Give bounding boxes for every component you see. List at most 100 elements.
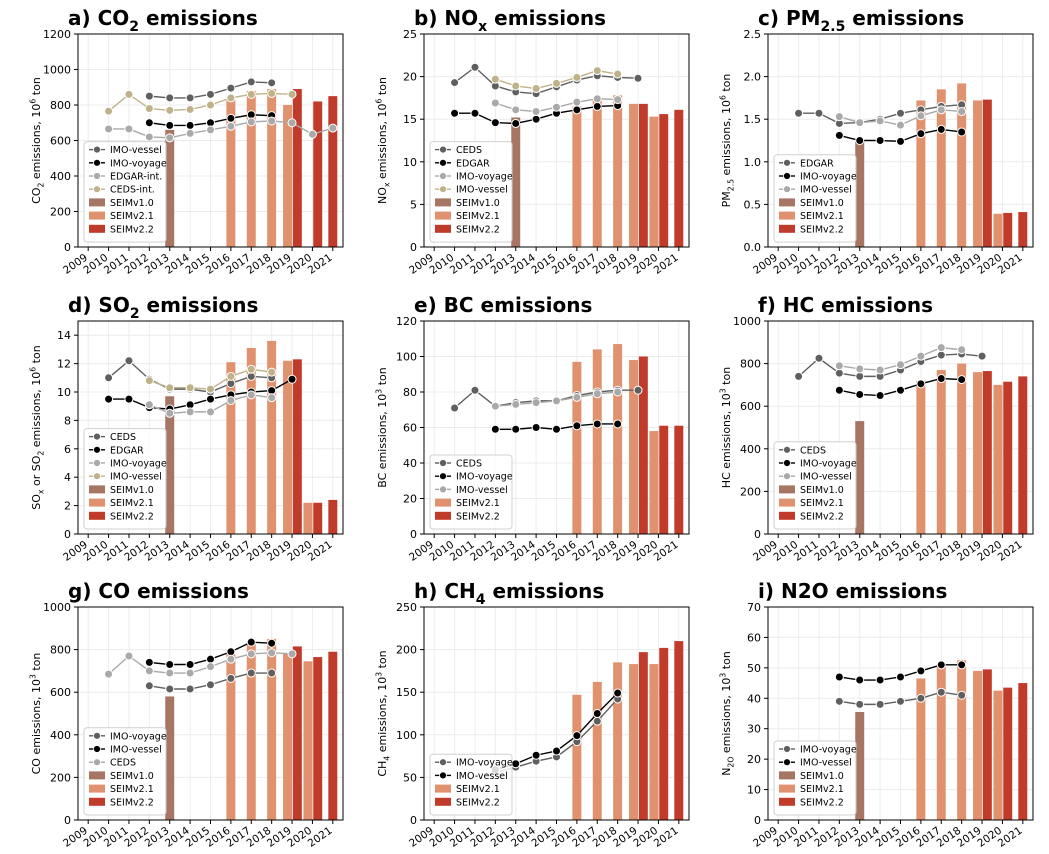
bar-seimv2-1-2016 bbox=[572, 106, 582, 247]
point-imo-vessel-2013 bbox=[855, 118, 865, 128]
point-ceds-2015 bbox=[206, 662, 215, 672]
point-imo-vessel-2014 bbox=[875, 675, 885, 685]
legend-bar-swatch bbox=[89, 198, 105, 207]
point-ceds-2013 bbox=[165, 668, 175, 678]
point-edgar-2011 bbox=[470, 108, 480, 118]
y-tick-label: 60 bbox=[403, 422, 417, 435]
bar-seimv2-1-2018 bbox=[267, 89, 277, 248]
bar-seimv1-0-2013 bbox=[511, 117, 521, 247]
point-imo-vessel-2012 bbox=[490, 74, 500, 84]
legend: EDGAR IMO-voyage IMO-vessel SEIMv1.0 SEIMv2.… bbox=[773, 154, 857, 243]
y-tick-label: 80 bbox=[403, 386, 417, 399]
bar-seimv2-2-2020 bbox=[1003, 687, 1013, 820]
point-imo-vessel-2013 bbox=[511, 399, 521, 409]
bar-seimv2-2-2019 bbox=[292, 646, 302, 820]
point-imo-vessel-2015 bbox=[552, 746, 561, 756]
panel-title: b) NOx emissions bbox=[414, 6, 606, 35]
legend-label: IMO-vessel bbox=[800, 472, 852, 483]
legend-label: IMO-vessel bbox=[110, 745, 162, 756]
point-imo-voyage-2017 bbox=[936, 687, 946, 697]
y-tick-label: 5 bbox=[410, 198, 417, 211]
x-tick-label: 2021 bbox=[652, 825, 681, 850]
point-imo-voyage-2014 bbox=[531, 423, 541, 432]
y-tick-label: 150 bbox=[396, 686, 417, 699]
bar-seimv2-2-2019 bbox=[982, 669, 992, 820]
y-tick-label: 0 bbox=[410, 528, 417, 541]
legend-label: SEIMv1.0 bbox=[800, 198, 844, 209]
bar-seimv2-1-2019 bbox=[283, 105, 293, 247]
bar-seimv2-1-2020 bbox=[649, 664, 659, 820]
legend-label: IMO-voyage bbox=[110, 459, 167, 470]
point-ceds-2011 bbox=[124, 356, 134, 366]
bar-seimv2-1-2018 bbox=[267, 638, 277, 820]
point-imo-voyage-2014 bbox=[185, 120, 195, 130]
bar-seimv2-1-2018 bbox=[957, 83, 967, 247]
point-edgar-2011 bbox=[124, 394, 134, 404]
legend-marker-swatch bbox=[93, 758, 101, 767]
legend-marker-swatch bbox=[783, 745, 791, 753]
legend-label: IMO-vessel bbox=[800, 185, 852, 196]
bar-seimv2-1-2016 bbox=[572, 694, 582, 820]
point-imo-vessel-2014 bbox=[531, 398, 541, 408]
point-imo-vessel-2016 bbox=[572, 72, 582, 82]
point-imo-vessel-2017 bbox=[936, 343, 946, 353]
legend-label: CEDS bbox=[800, 445, 826, 456]
point-imo-vessel-2014 bbox=[185, 383, 195, 393]
point-imo-voyage-2014 bbox=[875, 391, 885, 401]
y-tick-label: 4 bbox=[64, 471, 71, 484]
point-imo-voyage-2013 bbox=[511, 105, 521, 115]
y-tick-label: 50 bbox=[403, 771, 417, 784]
bar-seimv2-2-2019 bbox=[292, 359, 302, 534]
point-imo-voyage-2018 bbox=[267, 668, 277, 678]
bar-seimv2-1-2017 bbox=[246, 90, 256, 247]
point-edgar-2013 bbox=[511, 118, 521, 128]
line-ceds bbox=[454, 389, 639, 409]
point-imo-vessel-2015 bbox=[896, 120, 905, 130]
panel-title: g) CO emissions bbox=[68, 579, 249, 603]
point-imo-vessel-2012 bbox=[144, 91, 154, 101]
y-tick-label: 10 bbox=[403, 156, 417, 169]
line-ceds-int bbox=[108, 92, 293, 112]
point-imo-voyage-2018 bbox=[957, 127, 967, 137]
y-tick-label: 2 bbox=[64, 500, 71, 513]
point-imo-vessel-2016 bbox=[572, 392, 582, 402]
legend-label: IMO-voyage bbox=[456, 172, 513, 183]
legend-marker-swatch bbox=[783, 158, 791, 167]
legend-bar-swatch bbox=[435, 784, 451, 793]
point-imo-voyage-2014 bbox=[185, 684, 195, 694]
point-imo-voyage-2018 bbox=[613, 95, 623, 105]
point-imo-voyage-2013 bbox=[165, 684, 175, 694]
legend-bar-swatch bbox=[435, 211, 451, 220]
point-imo-vessel-2016 bbox=[226, 647, 236, 657]
panel-title: a) CO2 emissions bbox=[68, 6, 258, 35]
legend-marker-swatch bbox=[439, 758, 447, 767]
y-tick-label: 1000 bbox=[733, 315, 761, 328]
panel-5: e) BC emissions0204060801001202009201020… bbox=[375, 293, 690, 564]
point-ceds-2019 bbox=[977, 351, 987, 361]
point-edgar-int-2020 bbox=[307, 129, 317, 139]
y-tick-label: 70 bbox=[747, 601, 761, 614]
legend-label: IMO-voyage bbox=[800, 745, 857, 756]
legend-label: SEIMv2.2 bbox=[456, 511, 500, 522]
legend-marker-swatch bbox=[783, 758, 791, 767]
legend-bar-swatch bbox=[435, 511, 451, 520]
y-tick-label: 2.5 bbox=[744, 28, 762, 41]
point-ceds-2014 bbox=[185, 668, 195, 678]
point-ceds-int-2015 bbox=[206, 100, 215, 110]
point-imo-voyage-2015 bbox=[896, 136, 905, 146]
legend-marker-swatch bbox=[783, 185, 791, 194]
legend-label: IMO-vessel bbox=[110, 145, 162, 156]
point-imo-vessel-2015 bbox=[206, 89, 215, 99]
y-axis-label: SOx or SO2 emissions, 106 ton bbox=[29, 345, 46, 509]
point-imo-voyage-2013 bbox=[855, 389, 865, 399]
y-axis-label: PM2.5 emissions, 106 ton bbox=[719, 74, 736, 208]
point-imo-voyage-2016 bbox=[916, 379, 926, 389]
point-imo-voyage-2016 bbox=[226, 673, 236, 683]
point-imo-voyage-2012 bbox=[490, 424, 500, 434]
point-ceds-int-2018 bbox=[267, 88, 277, 98]
panel-title: e) BC emissions bbox=[414, 293, 592, 317]
point-imo-voyage-2017 bbox=[246, 390, 256, 400]
y-tick-label: 0 bbox=[64, 528, 71, 541]
point-imo-vessel-2015 bbox=[552, 396, 561, 406]
bar-seimv2-1-2016 bbox=[226, 99, 236, 247]
